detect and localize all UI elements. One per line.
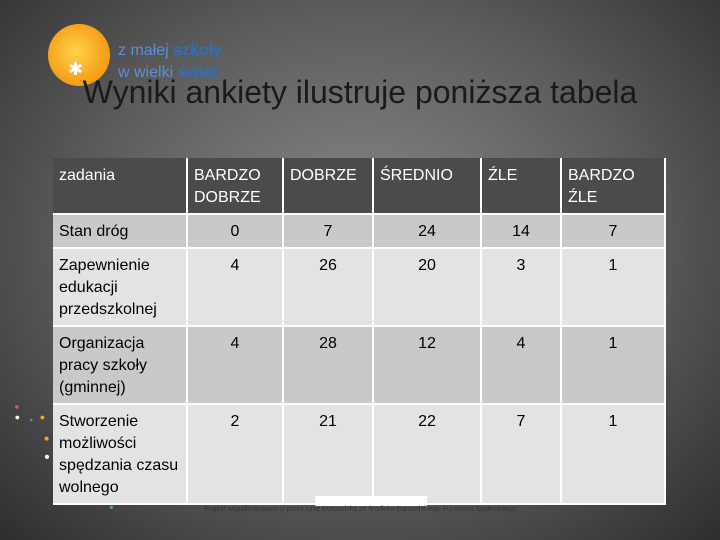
cell-value: 4 — [188, 249, 284, 327]
confetti-dot — [15, 405, 19, 409]
row-label: Zapewnienie edukacji przedszkolnej — [53, 249, 188, 327]
cell-value: 20 — [374, 249, 482, 327]
row-label: Stworzenie możliwości spędzania czasu wo… — [53, 405, 188, 505]
cell-value: 3 — [482, 249, 562, 327]
header-average: ŚREDNIO — [374, 158, 482, 215]
logo-text-line1: z małej szkoły — [118, 42, 223, 59]
confetti-dot — [29, 418, 33, 422]
header-bad: ŹLE — [482, 158, 562, 215]
logo-text-line2: w wielki świat — [118, 64, 218, 81]
header-good: DOBRZE — [284, 158, 374, 215]
table-row: Stan dróg 0 7 24 14 7 — [53, 215, 666, 249]
confetti-dot — [109, 505, 113, 509]
project-logo: ✱ z małej szkoły w wielki świat — [48, 24, 268, 94]
cell-value: 0 — [188, 215, 284, 249]
cell-value: 4 — [482, 327, 562, 405]
header-very-good: BARDZO DOBRZE — [188, 158, 284, 215]
cell-value: 24 — [374, 215, 482, 249]
cell-value: 28 — [284, 327, 374, 405]
footer-white-box — [315, 496, 427, 506]
row-label: Organizacja pracy szkoły (gminnej) — [53, 327, 188, 405]
table-row: Organizacja pracy szkoły (gminnej) 4 28 … — [53, 327, 666, 405]
header-very-bad: BARDZO ŹLE — [562, 158, 666, 215]
table-header-row: zadania BARDZO DOBRZE DOBRZE ŚREDNIO ŹLE… — [53, 158, 666, 215]
cell-value: 26 — [284, 249, 374, 327]
cell-value: 14 — [482, 215, 562, 249]
cell-value: 22 — [374, 405, 482, 505]
cell-value: 4 — [188, 327, 284, 405]
table-row: Stworzenie możliwości spędzania czasu wo… — [53, 405, 666, 505]
cell-value: 12 — [374, 327, 482, 405]
cell-value: 7 — [482, 405, 562, 505]
eu-funding-footer: Projekt współfinansowany przez Unię Euro… — [204, 506, 516, 513]
confetti-dot — [44, 454, 50, 459]
confetti-dot — [44, 436, 49, 441]
confetti-dot — [15, 415, 20, 420]
confetti-dot — [40, 415, 45, 420]
row-label: Stan dróg — [53, 215, 188, 249]
cell-value: 7 — [284, 215, 374, 249]
cell-value: 1 — [562, 327, 666, 405]
survey-results-table-wrapper: zadania BARDZO DOBRZE DOBRZE ŚREDNIO ŹLE… — [53, 158, 666, 505]
table-row: Zapewnienie edukacji przedszkolnej 4 26 … — [53, 249, 666, 327]
child-figure-icon: ✱ — [68, 59, 84, 79]
sun-logo-icon — [48, 24, 110, 86]
survey-results-table: zadania BARDZO DOBRZE DOBRZE ŚREDNIO ŹLE… — [53, 158, 666, 505]
cell-value: 1 — [562, 405, 666, 505]
slide-title: Wyniki ankiety ilustruje poniższa tabela — [82, 74, 638, 110]
cell-value: 7 — [562, 215, 666, 249]
cell-value: 2 — [188, 405, 284, 505]
cell-value: 1 — [562, 249, 666, 327]
cell-value: 21 — [284, 405, 374, 505]
header-task: zadania — [53, 158, 188, 215]
